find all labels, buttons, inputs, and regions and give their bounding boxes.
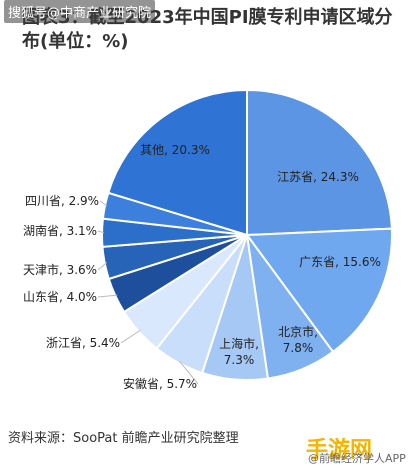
leader-line-5 <box>120 329 141 344</box>
leader-line-6 <box>97 294 118 298</box>
slice-label-0: 江苏省, 24.3% <box>277 170 359 184</box>
leader-line-8 <box>97 230 105 234</box>
leader-line-4 <box>178 360 199 385</box>
slice-label-8: 湖南省, 3.1% <box>23 223 97 238</box>
slice-label-7: 天津市, 3.6% <box>23 262 97 277</box>
slice-label-10: 其他, 20.3% <box>140 143 210 157</box>
overlay-tag: 搜狐号@中商产业研究院 <box>4 0 156 23</box>
slice-label-3: 上海市, 7.3% <box>219 336 259 367</box>
slice-label-2: 北京市, 7.8% <box>278 324 318 355</box>
watermark-sub: @前瞻经济学人APP <box>308 452 406 465</box>
pie-slice-10 <box>107 88 248 237</box>
pie-slice-1 <box>245 227 393 354</box>
leader-line-9 <box>99 200 108 207</box>
source-note: 资料来源：SooPat 前瞻产业研究院整理 <box>8 431 239 446</box>
watermark-brand: 手游网 <box>306 438 373 463</box>
slice-label-5: 浙江省, 5.4% <box>46 336 120 350</box>
slice-label-9: 四川省, 2.9% <box>25 194 99 208</box>
leader-line-7 <box>97 262 108 271</box>
slice-label-1: 广东省, 15.6% <box>299 255 381 269</box>
pie-slice-0 <box>246 88 393 237</box>
slice-label-6: 山东省, 4.0% <box>23 290 97 304</box>
slice-label-4: 安徽省, 5.7% <box>123 376 197 391</box>
